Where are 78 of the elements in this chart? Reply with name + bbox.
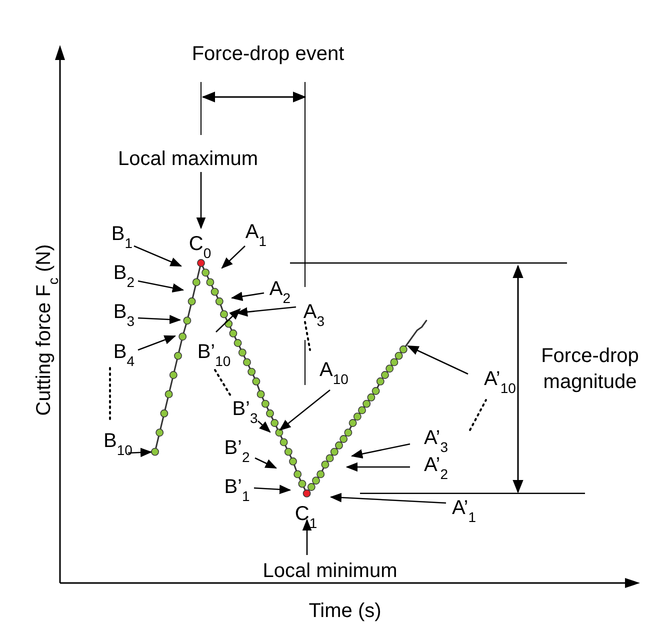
text: Force-drop magnitude [541,345,639,393]
point [192,278,200,286]
point [294,470,302,478]
text: A$_{1}$ [245,221,267,249]
point [266,409,274,418]
annotation: A$_{2}$ [269,278,291,306]
point [284,448,292,456]
text: B$_{10}$ [104,430,133,458]
text: B$_{4}$ [113,341,135,369]
point [234,339,242,347]
point [202,268,210,277]
point [160,409,168,418]
annotation: C$_{1}$ [294,503,318,531]
point [270,419,279,427]
point [353,412,362,421]
point [330,448,338,456]
point [183,316,192,325]
point [174,352,182,360]
text: A’$_{1}$ [452,497,476,525]
point [275,428,284,437]
point [312,476,320,485]
point [302,489,311,498]
point [256,390,265,398]
point [220,310,228,318]
text: Local maximum [118,148,258,170]
point [261,400,270,408]
point [164,390,173,398]
point [178,332,187,341]
point [243,358,251,366]
annotation: A$_{10}$ [320,359,349,387]
annotation: B’$_{2}$ [224,437,250,465]
point [390,358,398,366]
annotation: A’$_{3}$ [424,427,448,455]
point [358,406,366,414]
point [399,345,408,354]
text: Force-drop event [192,43,345,65]
point [197,259,205,267]
x-axis-title: Time (s) [308,600,382,622]
point [229,329,238,338]
text: A’$_{10}$ [484,368,516,396]
annotation: A$_{3}$ [303,301,325,329]
point [326,454,334,462]
text: C$_{0}$ [188,233,212,261]
point [348,419,357,427]
point [394,352,403,360]
point [215,297,224,306]
point [321,460,330,469]
text: B$_{2}$ [113,262,135,290]
annotation: B’$_{3}$ [232,398,258,426]
point [362,400,371,408]
point [376,377,384,386]
point [210,288,219,296]
point [206,278,214,286]
annotation: B’$_{1}$ [224,476,250,504]
point [169,371,178,379]
point [238,348,246,357]
point [335,441,343,450]
text: B$_{1}$ [111,223,133,251]
point [372,387,380,395]
point [381,371,389,379]
point [340,435,348,443]
point [307,483,316,491]
annotation: A’$_{2}$ [424,454,448,482]
annotation: B’$_{10}$ [197,341,231,369]
point [344,428,352,437]
point [151,448,159,456]
point [316,470,325,478]
text: B$_{3}$ [113,301,135,329]
point [156,428,164,437]
point [248,368,256,376]
point [188,297,196,306]
point [367,393,376,402]
point [386,364,394,373]
point [289,457,297,466]
point [298,480,306,488]
point [280,438,288,446]
point [252,377,260,386]
annotation: Local minimum [262,560,398,582]
